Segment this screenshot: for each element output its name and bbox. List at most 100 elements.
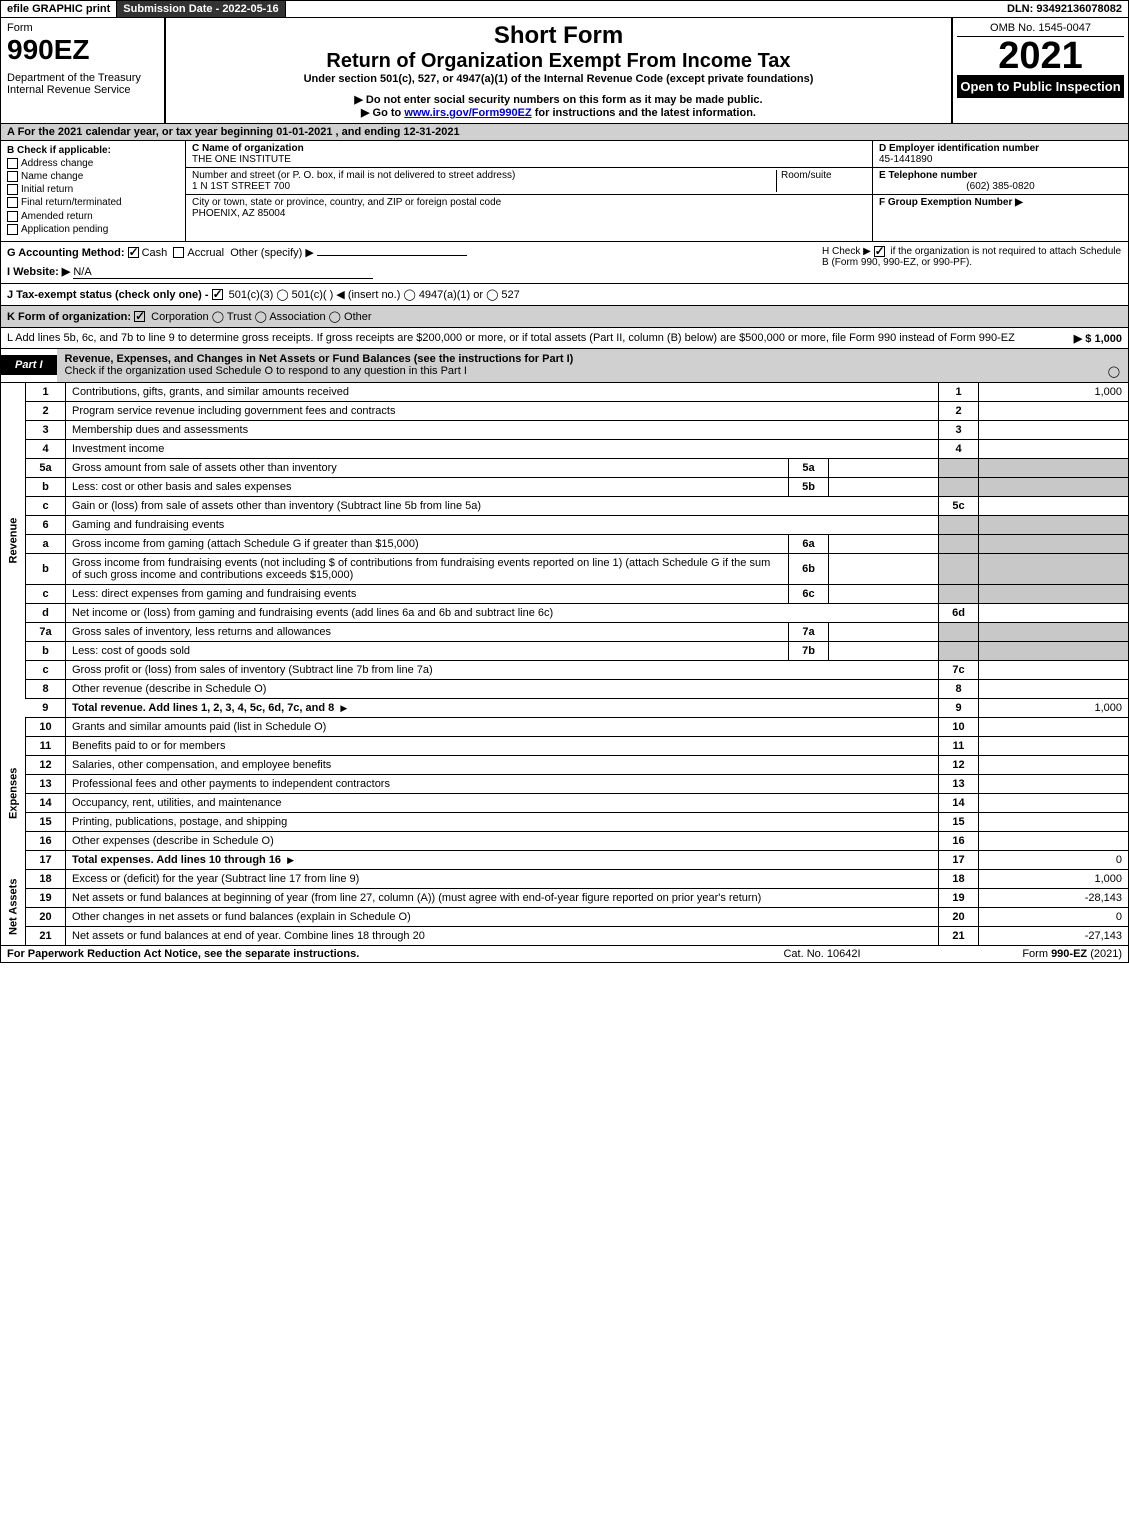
table-row: Expenses 10 Grants and similar amounts p… [1,717,1129,736]
part1-check-end[interactable]: ◯ [1108,365,1120,378]
org-street: 1 N 1ST STREET 700 [192,181,290,192]
chk-accrual[interactable] [173,247,184,258]
table-row: 17 Total expenses. Add lines 10 through … [1,850,1129,869]
chk-address-change[interactable]: Address change [7,158,179,169]
header-left: Form 990EZ Department of the Treasury In… [1,18,166,123]
arrow-icon [284,854,297,866]
f-label: F Group Exemption Number ▶ [879,197,1023,208]
goto-line: ▶ Go to www.irs.gov/Form990EZ for instru… [174,106,943,119]
g-other: Other (specify) ▶ [230,247,314,259]
chk-final-return[interactable]: Final return/terminated [7,197,179,208]
table-row: 21 Net assets or fund balances at end of… [1,926,1129,945]
col-c: C Name of organization THE ONE INSTITUTE… [186,141,873,241]
org-city: PHOENIX, AZ 85004 [192,208,866,219]
table-row: 15 Printing, publications, postage, and … [1,812,1129,831]
table-row: 4 Investment income 4 [1,439,1129,458]
c-city-block: City or town, state or province, country… [186,195,872,221]
e-label: E Telephone number [879,170,1122,181]
g-label: G Accounting Method: [7,247,125,259]
table-row: 13 Professional fees and other payments … [1,774,1129,793]
h-text1: H Check ▶ [822,246,874,257]
chk-501c3[interactable] [212,289,223,300]
table-row: 6 Gaming and fundraising events [1,515,1129,534]
tax-year: 2021 [957,37,1124,75]
j-label: J Tax-exempt status (check only one) - [7,289,212,301]
part1-tab: Part I [1,355,57,375]
e-block: E Telephone number (602) 385-0820 [873,168,1128,195]
g-other-input[interactable] [317,255,467,256]
g-block: G Accounting Method: Cash Accrual Other … [7,246,822,279]
part1-header: Part I Revenue, Expenses, and Changes in… [0,349,1129,383]
b-label: B Check if applicable: [7,145,179,156]
part1-title: Revenue, Expenses, and Changes in Net As… [57,349,1128,382]
col-b: B Check if applicable: Address change Na… [1,141,186,241]
table-row: 11 Benefits paid to or for members 11 [1,736,1129,755]
table-row: 9 Total revenue. Add lines 1, 2, 3, 4, 5… [1,698,1129,717]
j-rest: 501(c)(3) ◯ 501(c)( ) ◀ (insert no.) ◯ 4… [229,289,520,301]
open-to-public: Open to Public Inspection [957,75,1124,98]
chk-corporation[interactable] [134,311,145,322]
chk-amended-return[interactable]: Amended return [7,211,179,222]
ssn-warning: ▶ Do not enter social security numbers o… [174,93,943,106]
chk-initial-return[interactable]: Initial return [7,184,179,195]
l-text: L Add lines 5b, 6c, and 7b to line 9 to … [7,332,1015,344]
side-expenses: Expenses [1,717,26,869]
efile-print-label[interactable]: efile GRAPHIC print [1,1,117,17]
table-row: 8 Other revenue (describe in Schedule O)… [1,679,1129,698]
chk-cash[interactable] [128,247,139,258]
table-row: 14 Occupancy, rent, utilities, and maint… [1,793,1129,812]
table-row: 5a Gross amount from sale of assets othe… [1,458,1129,477]
phone-value: (602) 385-0820 [879,181,1122,192]
h-block: H Check ▶ if the organization is not req… [822,246,1122,279]
form-header: Form 990EZ Department of the Treasury In… [0,18,1129,124]
subtitle: Under section 501(c), 527, or 4947(a)(1)… [174,73,943,85]
table-row: 20 Other changes in net assets or fund b… [1,907,1129,926]
header-right: OMB No. 1545-0047 2021 Open to Public In… [953,18,1128,123]
top-bar: efile GRAPHIC print Submission Date - 20… [0,0,1129,18]
form-word: Form [7,22,158,34]
goto-pre: ▶ Go to [361,107,404,119]
c-name-label: C Name of organization [192,143,866,154]
table-row: 19 Net assets or fund balances at beginn… [1,888,1129,907]
row-j: J Tax-exempt status (check only one) - 5… [0,284,1129,306]
footer-center: Cat. No. 10642I [722,948,922,960]
d-block: D Employer identification number 45-1441… [873,141,1128,168]
l-amount: ▶ $ 1,000 [1074,332,1122,345]
k-label: K Form of organization: [7,311,134,323]
row-gh: G Accounting Method: Cash Accrual Other … [0,242,1129,284]
header-center: Short Form Return of Organization Exempt… [166,18,953,123]
side-revenue: Revenue [1,383,26,699]
table-row: 2 Program service revenue including gove… [1,401,1129,420]
goto-post: for instructions and the latest informat… [535,107,756,119]
f-block: F Group Exemption Number ▶ [873,195,1128,210]
row-l: L Add lines 5b, 6c, and 7b to line 9 to … [0,328,1129,349]
table-row: c Gross profit or (loss) from sales of i… [1,660,1129,679]
row-k: K Form of organization: Corporation ◯ Tr… [0,306,1129,328]
chk-h[interactable] [874,246,885,257]
chk-name-change[interactable]: Name change [7,171,179,182]
c-city-label: City or town, state or province, country… [192,197,866,208]
chk-application-pending[interactable]: Application pending [7,224,179,235]
c-name-block: C Name of organization THE ONE INSTITUTE [186,141,872,168]
side-netassets: Net Assets [1,869,26,945]
d-label: D Employer identification number [879,143,1122,154]
footer-right: Form 990-EZ (2021) [922,948,1122,960]
i-label: I Website: ▶ [7,266,70,278]
irs-label: Internal Revenue Service [7,84,158,96]
footer-left: For Paperwork Reduction Act Notice, see … [7,948,722,960]
website-value: N/A [73,266,373,279]
table-row: 3 Membership dues and assessments 3 [1,420,1129,439]
org-name: THE ONE INSTITUTE [192,154,866,165]
table-row: b Less: cost of goods sold 7b [1,641,1129,660]
page-footer: For Paperwork Reduction Act Notice, see … [0,946,1129,963]
goto-link[interactable]: www.irs.gov/Form990EZ [404,107,531,119]
table-row: c Less: direct expenses from gaming and … [1,584,1129,603]
k-rest: Corporation ◯ Trust ◯ Association ◯ Othe… [151,311,371,323]
dept-label: Department of the Treasury [7,72,158,84]
submission-date-button[interactable]: Submission Date - 2022-05-16 [117,1,285,17]
c-street-label: Number and street (or P. O. box, if mail… [192,170,515,181]
table-row: 16 Other expenses (describe in Schedule … [1,831,1129,850]
dln-label: DLN: 93492136078082 [1001,1,1128,17]
table-row: 12 Salaries, other compensation, and emp… [1,755,1129,774]
table-row: b Less: cost or other basis and sales ex… [1,477,1129,496]
